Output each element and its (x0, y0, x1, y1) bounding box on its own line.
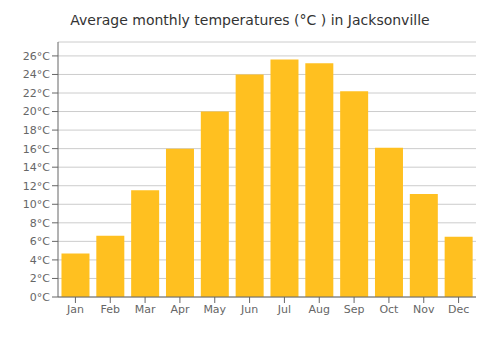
svg-text:May: May (203, 303, 226, 316)
svg-text:4°C: 4°C (30, 254, 50, 267)
svg-text:Jul: Jul (277, 303, 291, 316)
svg-text:Jan: Jan (66, 303, 84, 316)
svg-text:26°C: 26°C (23, 50, 50, 63)
svg-text:Jun: Jun (240, 303, 258, 316)
svg-text:Oct: Oct (379, 303, 399, 316)
svg-text:14°C: 14°C (23, 161, 50, 174)
svg-text:20°C: 20°C (23, 105, 50, 118)
svg-text:12°C: 12°C (23, 180, 50, 193)
svg-text:Sep: Sep (344, 303, 365, 316)
svg-text:Dec: Dec (448, 303, 469, 316)
svg-text:10°C: 10°C (23, 198, 50, 211)
svg-text:Apr: Apr (170, 303, 190, 316)
svg-text:18°C: 18°C (23, 124, 50, 137)
svg-text:Nov: Nov (413, 303, 435, 316)
svg-text:22°C: 22°C (23, 87, 50, 100)
svg-text:6°C: 6°C (30, 235, 50, 248)
svg-text:Aug: Aug (309, 303, 330, 316)
svg-text:Feb: Feb (101, 303, 120, 316)
svg-text:2°C: 2°C (30, 272, 50, 285)
svg-text:0°C: 0°C (30, 291, 50, 304)
html-text:Average monthly temperatures (: Average monthly temperatures (°C ) in Ja… (70, 12, 430, 28)
svg-text:Mar: Mar (135, 303, 156, 316)
svg-text:24°C: 24°C (23, 68, 50, 81)
svg-text:16°C: 16°C (23, 143, 50, 156)
svg-text:8°C: 8°C (30, 217, 50, 230)
